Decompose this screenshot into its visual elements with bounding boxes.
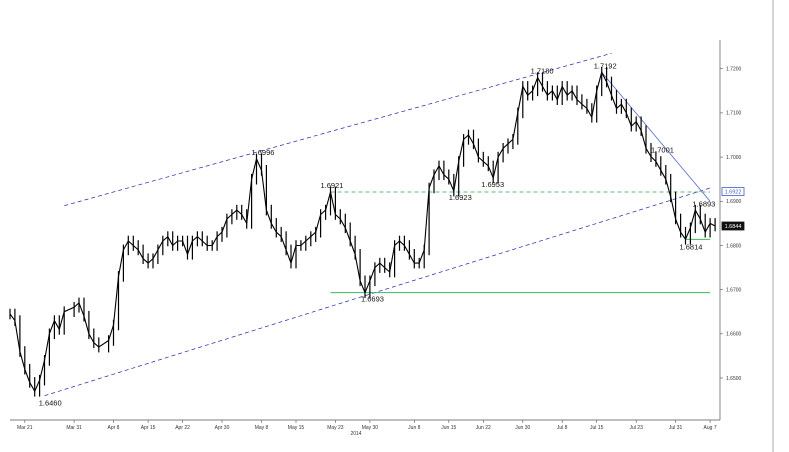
x-tick-label: May 23 bbox=[327, 425, 344, 431]
x-tick-label: Jul 15 bbox=[590, 425, 604, 431]
price-annotation: 1.6996 bbox=[252, 148, 275, 157]
x-tick-label: May 15 bbox=[288, 425, 305, 431]
y-tick-label: 1.6700 bbox=[726, 288, 742, 294]
y-tick-label: 1.7200 bbox=[726, 67, 742, 73]
y-tick-label: 1.6900 bbox=[726, 199, 742, 205]
price-annotation: 1.6953 bbox=[481, 180, 504, 189]
reference-line bbox=[44, 187, 711, 397]
x-tick-label: Apr 30 bbox=[215, 425, 230, 431]
y-tick-label: 1.6600 bbox=[726, 332, 742, 338]
y-tick-label: 1.7100 bbox=[726, 111, 742, 117]
price-annotation: 1.7192 bbox=[594, 61, 617, 70]
y-tick-label: 1.7000 bbox=[726, 155, 742, 161]
x-tick-label: Mar 31 bbox=[66, 425, 82, 431]
price-box-bg bbox=[721, 187, 745, 197]
x-tick-label: Jun 22 bbox=[476, 425, 491, 431]
x-tick-label: Aug 7 bbox=[704, 425, 717, 431]
price-annotation: 1.7180 bbox=[531, 67, 554, 76]
y-tick-label: 1.6800 bbox=[726, 243, 742, 249]
price-boxes: 1.6922 1.6844 bbox=[721, 187, 745, 231]
x-tick-label: Jun 8 bbox=[408, 425, 420, 431]
price-annotation: 1.6460 bbox=[39, 398, 62, 407]
x-tick-label: Jul 8 bbox=[557, 425, 568, 431]
price-box: 1.6922 bbox=[721, 187, 745, 197]
price-box-label: 1.6922 bbox=[725, 190, 742, 196]
price-annotation: 1.6693 bbox=[361, 295, 384, 304]
x-axis: Mar 21 Mar 31 Apr 8 Apr 15 Apr 22 Apr 30 May 8… bbox=[17, 420, 717, 431]
price-annotation: 1.7001 bbox=[651, 146, 674, 155]
x-tick-label: Jun 30 bbox=[515, 425, 530, 431]
x-tick-label: Mar 21 bbox=[17, 425, 33, 431]
x-tick-label: Jul 31 bbox=[669, 425, 683, 431]
price-box: 1.6844 bbox=[721, 221, 745, 231]
price-box-label: 1.6844 bbox=[725, 224, 742, 230]
x-tick-label: Jul 23 bbox=[630, 425, 644, 431]
price-series bbox=[9, 67, 716, 397]
price-annotations: 1.6460 1.6996 1.6921 1.6693 1.6923 1.6953 1.71… bbox=[39, 61, 716, 407]
y-tick-label: 1.6500 bbox=[726, 376, 742, 382]
price-annotation: 1.6923 bbox=[449, 193, 472, 202]
price-annotation: 1.6893 bbox=[692, 199, 715, 208]
series-line bbox=[9, 70, 716, 393]
price-annotation: 1.6814 bbox=[680, 242, 703, 251]
price-annotation: 1.6921 bbox=[321, 181, 344, 190]
x-tick-label: May 8 bbox=[255, 425, 269, 431]
reference-lines bbox=[44, 52, 711, 397]
y-axis: 1.7200 1.7100 1.7000 1.6900 1.6800 1.6700 1.66… bbox=[720, 67, 742, 382]
x-tick-label: May 30 bbox=[362, 425, 379, 431]
reference-line bbox=[601, 72, 711, 202]
x-tick-label: Apr 15 bbox=[141, 425, 156, 431]
x-tick-label: Jun 15 bbox=[441, 425, 456, 431]
x-tick-label: Apr 22 bbox=[175, 425, 190, 431]
x-tick-label: Apr 8 bbox=[108, 425, 120, 431]
reference-line bbox=[64, 52, 612, 207]
x-axis-year-label: 2014 bbox=[350, 431, 361, 437]
price-box-bg bbox=[721, 221, 745, 231]
